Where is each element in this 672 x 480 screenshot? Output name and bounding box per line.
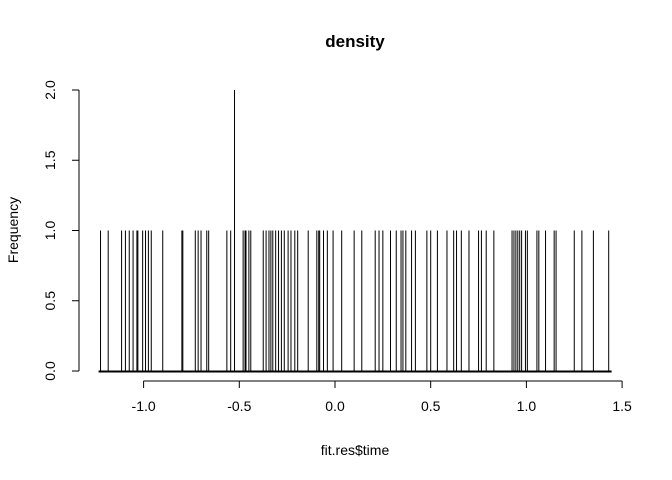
y-tick-label: 1.0	[42, 221, 58, 241]
y-tick-label: 1.5	[42, 150, 58, 170]
x-axis-label: fit.res$time	[321, 442, 390, 458]
x-axis: -1.0 -0.5 0.0 0.5 1.0 1.5	[132, 380, 632, 414]
y-axis: 0.0 0.5 1.0 1.5 2.0	[42, 80, 80, 381]
y-axis-label: Frequency	[5, 197, 21, 263]
x-tick-label: 1.5	[612, 398, 632, 414]
y-tick-label: 0.0	[42, 361, 58, 381]
y-tick-label: 0.5	[42, 291, 58, 311]
x-tick-label: 0.5	[421, 398, 441, 414]
bars-group	[100, 90, 610, 371]
y-tick-label: 2.0	[42, 80, 58, 100]
x-tick-label: 1.0	[517, 398, 537, 414]
x-tick-label: 0.0	[325, 398, 345, 414]
chart-title: density	[325, 32, 385, 51]
x-tick-label: -0.5	[227, 398, 251, 414]
x-tick-label: -1.0	[132, 398, 156, 414]
